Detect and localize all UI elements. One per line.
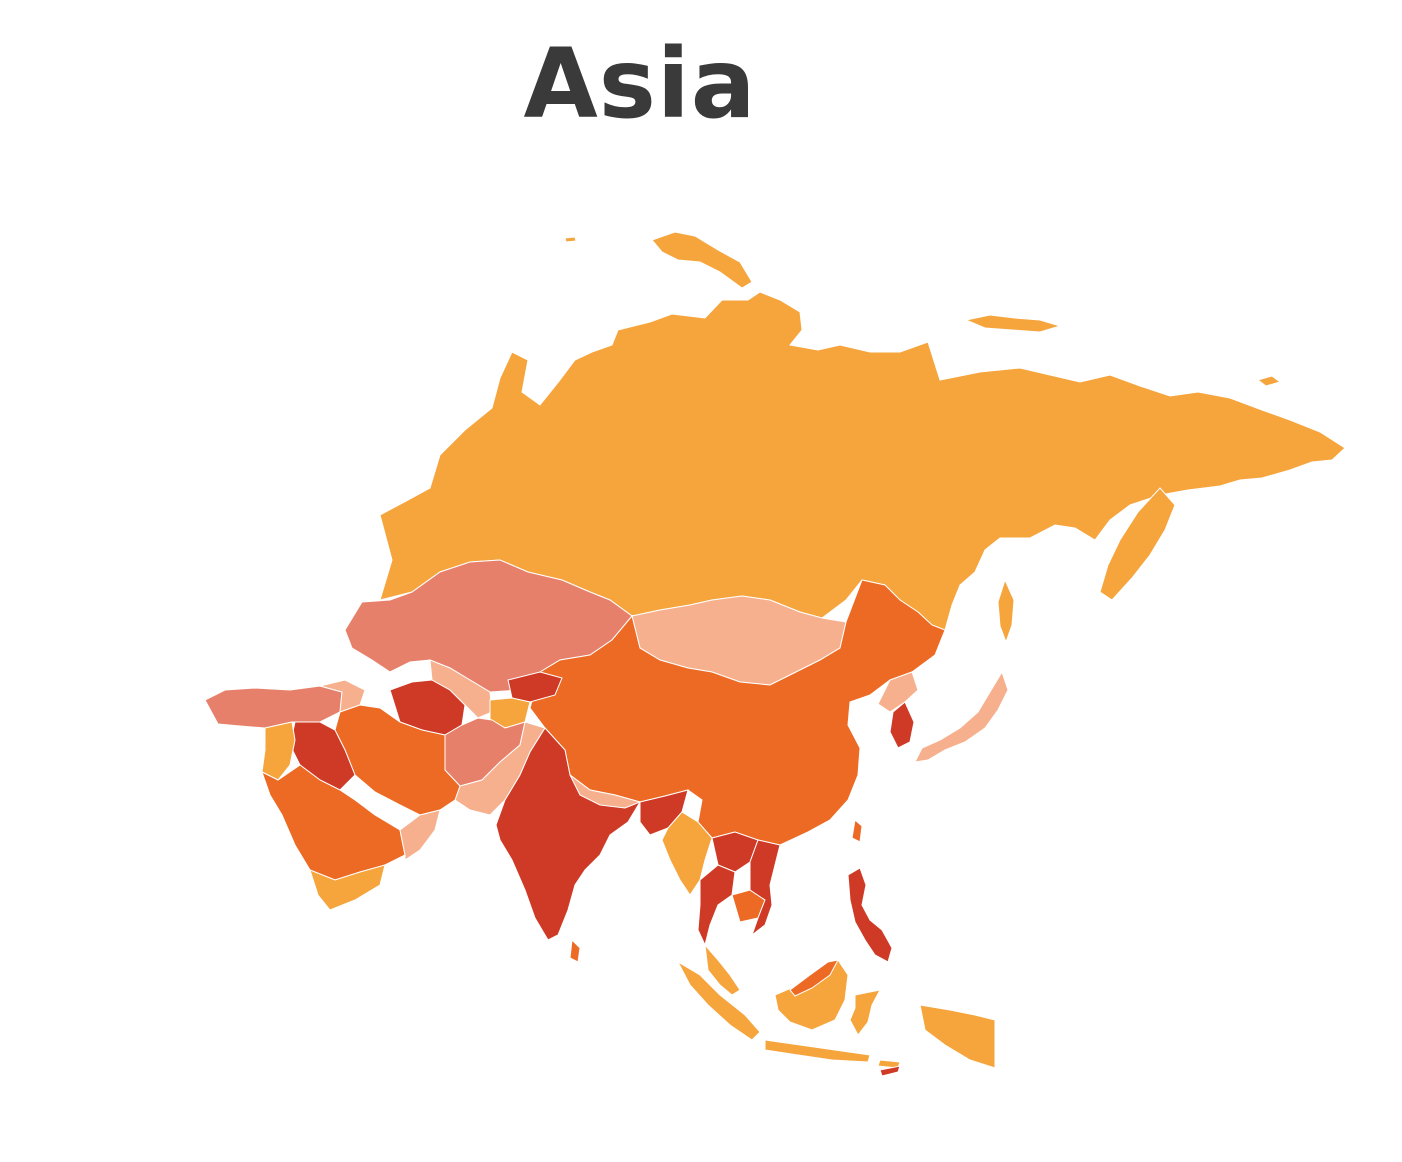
region-sri-lanka (569, 938, 581, 963)
region-arctic-islet (564, 236, 577, 243)
region-borneo-north (789, 959, 839, 997)
region-timor (879, 1065, 901, 1077)
region-malaysia-peninsula (704, 943, 741, 996)
region-sulawesi (849, 989, 881, 1036)
region-turkey (204, 685, 343, 729)
region-borneo (774, 959, 849, 1031)
region-iraq (289, 721, 356, 791)
region-myanmar (661, 811, 713, 896)
region-nepal (569, 774, 642, 809)
region-sakhalin (997, 578, 1015, 644)
region-syria-jordan (261, 721, 296, 781)
region-thailand (697, 864, 736, 947)
region-japan (914, 670, 1009, 763)
region-novaya-zemlya (651, 231, 753, 289)
region-philippines (847, 867, 893, 963)
region-korea-south (889, 701, 915, 749)
region-uzbekistan (429, 659, 493, 719)
region-new-siberian-islands (1256, 375, 1282, 387)
region-oman (399, 809, 441, 861)
region-sumatra (676, 960, 761, 1041)
region-yemen (309, 864, 386, 911)
region-severnaya-zemlya (964, 314, 1062, 333)
region-kamchatka (1099, 487, 1176, 601)
map-title: Asia (523, 28, 757, 140)
region-java (764, 1039, 871, 1063)
region-taiwan (851, 819, 863, 843)
region-new-guinea-west (919, 1004, 996, 1069)
region-vietnam (749, 839, 781, 937)
